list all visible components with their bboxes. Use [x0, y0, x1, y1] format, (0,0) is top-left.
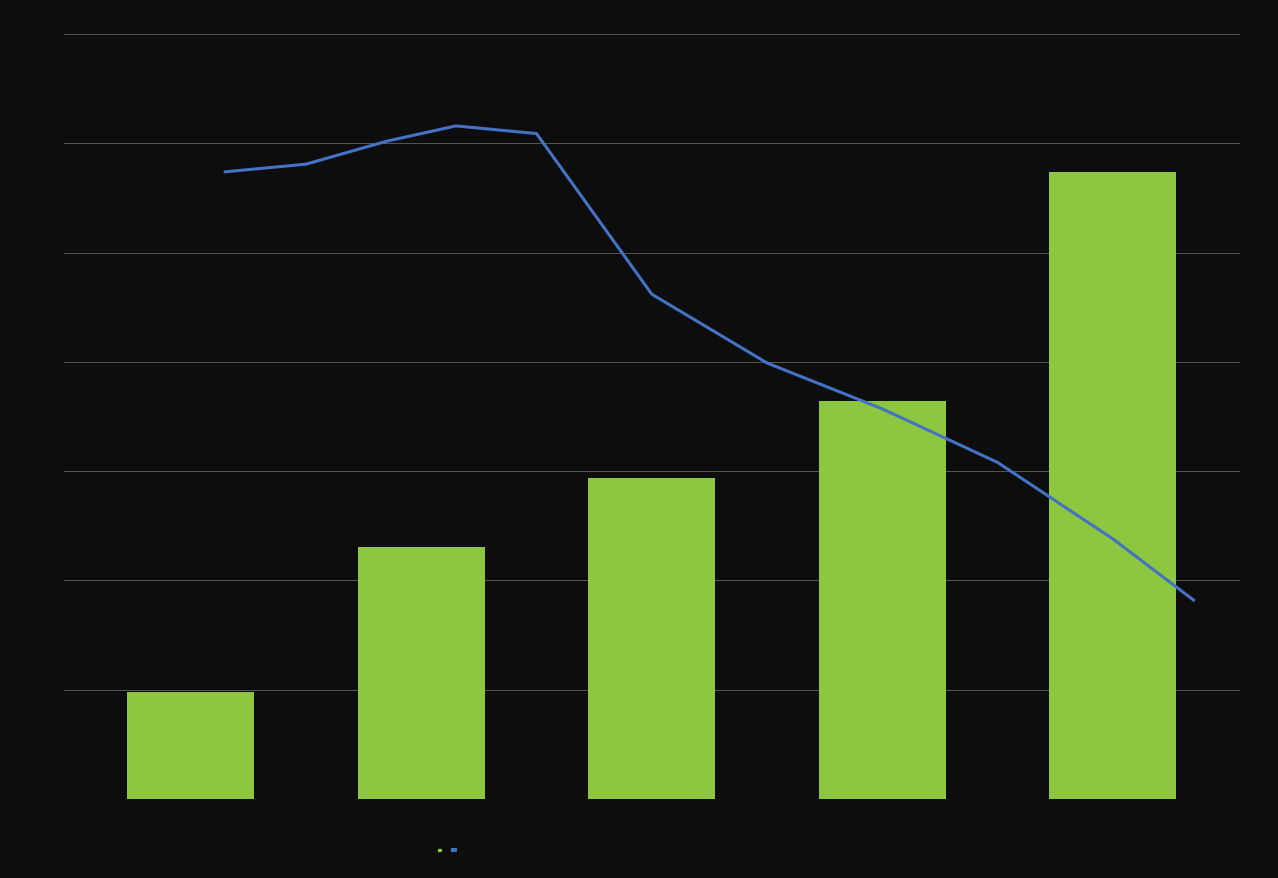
Legend: Duration Ratio, Yield/Duration: Duration Ratio, Yield/Duration: [438, 849, 466, 852]
Bar: [358, 547, 484, 799]
Bar: [588, 479, 716, 799]
Bar: [819, 402, 946, 799]
Bar: [1049, 173, 1176, 799]
Bar: [128, 692, 254, 799]
